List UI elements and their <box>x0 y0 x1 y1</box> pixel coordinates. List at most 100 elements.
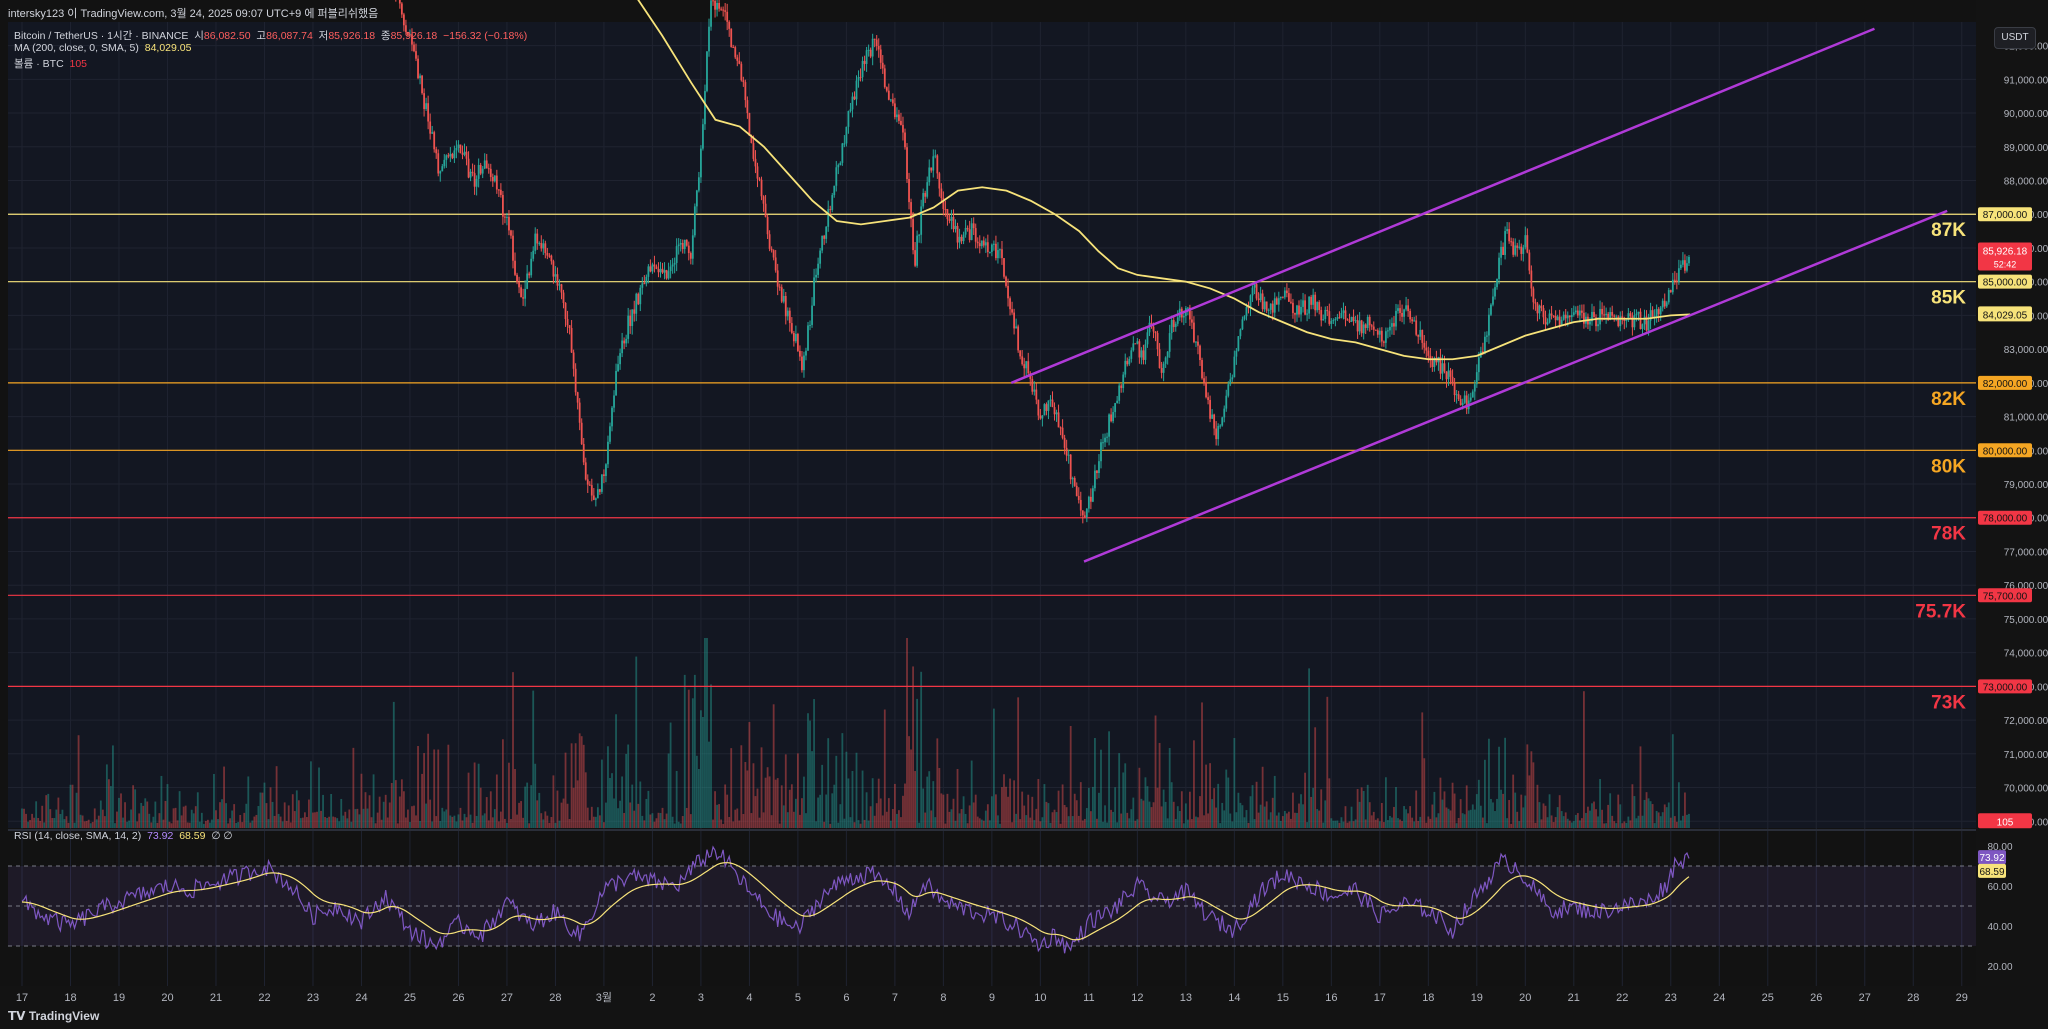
candle-body <box>908 179 910 203</box>
candle-body <box>683 239 686 250</box>
volume-bar <box>1182 823 1185 828</box>
low-label: 저 <box>318 30 329 42</box>
candle-body <box>942 198 945 210</box>
candle-body <box>1354 320 1357 322</box>
volume-bar <box>900 817 902 828</box>
volume-bar <box>1110 809 1112 828</box>
candle-body <box>754 158 757 167</box>
volume-bar <box>908 736 910 828</box>
volume-bar <box>1354 819 1357 828</box>
candle-body <box>934 155 937 157</box>
candle-body <box>445 155 448 160</box>
volume-bar <box>209 822 211 828</box>
candle-body <box>1217 425 1220 440</box>
candle-body <box>1494 287 1496 297</box>
candle-body <box>550 255 553 262</box>
candle-body <box>1267 309 1270 311</box>
candle-body <box>1043 404 1046 416</box>
volume-bar <box>986 804 989 828</box>
candle-body <box>1455 394 1458 396</box>
candle-body <box>1475 372 1478 385</box>
candle-body <box>809 324 811 326</box>
volume-bar <box>1360 787 1363 828</box>
candle-body <box>1609 312 1612 320</box>
candle-body <box>1310 296 1313 305</box>
volume-bar <box>334 817 337 828</box>
volume-bar <box>1504 737 1507 828</box>
volume-bar <box>801 798 803 828</box>
volume-bar <box>574 743 577 828</box>
volume-bar <box>760 747 763 828</box>
candle-body <box>1146 332 1149 345</box>
volume-bar <box>213 773 215 828</box>
candle-body <box>1092 488 1094 502</box>
candle-body <box>1504 231 1507 255</box>
volume-bar <box>156 822 159 828</box>
candle-body <box>1578 310 1581 316</box>
candle-body <box>607 441 609 465</box>
volume-bar <box>849 817 852 828</box>
candle-body <box>572 352 575 369</box>
volume-bar <box>1098 792 1100 828</box>
volume-bar <box>257 806 260 828</box>
candle-body <box>1518 246 1521 248</box>
candle-body <box>574 368 577 393</box>
volume-bar <box>198 821 201 828</box>
volume-bar <box>376 812 379 828</box>
volume-bar <box>1514 792 1517 828</box>
candle-body <box>1502 246 1504 255</box>
candle-body <box>726 11 729 22</box>
candle-body <box>1673 279 1676 281</box>
candle-body <box>1330 321 1333 324</box>
volume-legend[interactable]: 볼륨 · BTC 105 <box>14 56 87 71</box>
time-tick-label: 13 <box>1180 992 1192 1004</box>
volume-bar <box>1209 763 1211 828</box>
volume-bar <box>1344 806 1347 828</box>
candle-body <box>564 302 567 320</box>
candle-body <box>625 338 628 344</box>
volume-bar <box>1667 802 1670 828</box>
volume-bar <box>825 794 828 828</box>
candle-body <box>1231 377 1234 380</box>
candle-body <box>1154 331 1157 334</box>
volume-bar <box>285 820 288 828</box>
volume-bar <box>1457 817 1460 828</box>
volume-bar <box>1025 815 1028 828</box>
volume-bar <box>204 820 207 828</box>
time-tick-label: 18 <box>64 992 76 1004</box>
candle-body <box>906 147 908 180</box>
volume-bar <box>778 823 781 828</box>
volume-bar <box>81 815 84 828</box>
volume-bar <box>1522 807 1525 828</box>
currency-button[interactable]: USDT <box>1994 27 2036 49</box>
candle-body <box>887 90 890 100</box>
volume-bar <box>400 779 403 828</box>
candle-body <box>851 96 854 110</box>
candle-body <box>594 498 597 500</box>
candle-body <box>1340 312 1343 318</box>
candle-body <box>990 244 993 252</box>
candle-body <box>1132 343 1135 351</box>
volume-bar <box>946 793 949 828</box>
candle-body <box>778 286 781 288</box>
candle-body <box>526 273 529 289</box>
ma-legend[interactable]: MA (200, close, 0, SMA, 5) 84,029.05 <box>14 42 191 54</box>
candle-body <box>984 242 987 246</box>
symbol-legend[interactable]: Bitcoin / TetherUS · 1시간 · BINANCE 시86,0… <box>14 28 527 43</box>
volume-bar <box>322 794 324 828</box>
candle-body <box>700 148 702 178</box>
volume-bar <box>528 823 531 828</box>
volume-bar <box>1564 812 1567 828</box>
volume-bar <box>754 796 757 828</box>
candle-body <box>491 177 494 182</box>
candle-body <box>1471 391 1474 398</box>
volume-bar <box>752 763 755 828</box>
volume-bar <box>469 814 472 828</box>
rsi-legend[interactable]: RSI (14, close, SMA, 14, 2) 73.92 68.59 … <box>14 830 233 842</box>
volume-bar <box>1552 822 1555 828</box>
volume-bar <box>1348 821 1351 828</box>
trend-channel[interactable] <box>1010 27 1948 563</box>
volume-bar <box>687 689 690 828</box>
